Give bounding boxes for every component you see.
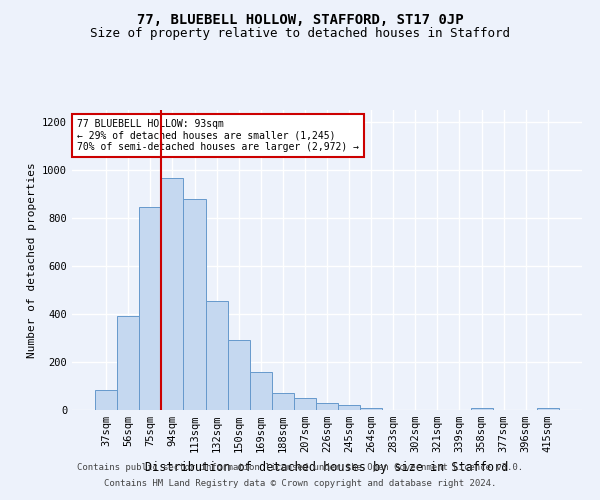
Text: Size of property relative to detached houses in Stafford: Size of property relative to detached ho…	[90, 28, 510, 40]
Text: Contains public sector information licensed under the Open Government Licence v3: Contains public sector information licen…	[77, 464, 523, 472]
Bar	[470, 408, 493, 410]
Bar	[227, 340, 250, 410]
Bar	[95, 390, 117, 410]
Bar	[272, 393, 294, 410]
Bar	[316, 403, 338, 410]
Text: 77, BLUEBELL HOLLOW, STAFFORD, ST17 0JP: 77, BLUEBELL HOLLOW, STAFFORD, ST17 0JP	[137, 12, 463, 26]
Bar	[184, 199, 206, 410]
Bar	[206, 301, 227, 410]
Bar	[360, 408, 382, 410]
Bar	[161, 178, 184, 410]
X-axis label: Distribution of detached houses by size in Stafford: Distribution of detached houses by size …	[145, 460, 509, 473]
Bar	[294, 398, 316, 410]
Bar	[338, 405, 360, 410]
Bar	[537, 408, 559, 410]
Bar	[139, 207, 161, 410]
Text: 77 BLUEBELL HOLLOW: 93sqm
← 29% of detached houses are smaller (1,245)
70% of se: 77 BLUEBELL HOLLOW: 93sqm ← 29% of detac…	[77, 119, 359, 152]
Text: Contains HM Land Registry data © Crown copyright and database right 2024.: Contains HM Land Registry data © Crown c…	[104, 478, 496, 488]
Bar	[250, 372, 272, 410]
Y-axis label: Number of detached properties: Number of detached properties	[26, 162, 37, 358]
Bar	[117, 316, 139, 410]
